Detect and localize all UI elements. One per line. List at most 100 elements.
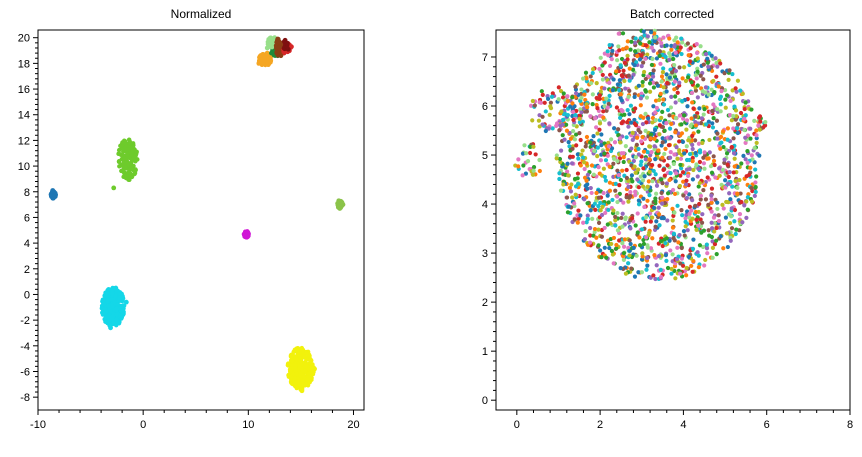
normalized-point — [305, 377, 310, 382]
batch-corrected-point — [657, 49, 663, 54]
batch-corrected-point — [605, 49, 610, 54]
batch-corrected-point — [752, 193, 757, 199]
batch-corrected-point — [710, 108, 715, 114]
batch-corrected-point — [619, 73, 624, 78]
batch-corrected-point — [657, 163, 662, 168]
batch-corrected-point — [725, 244, 730, 250]
batch-corrected-point — [743, 135, 748, 140]
batch-corrected-point — [723, 215, 729, 220]
batch-corrected-point — [613, 223, 618, 228]
batch-corrected-point — [737, 212, 743, 217]
batch-corrected-point — [628, 241, 633, 247]
normalized-point — [102, 292, 108, 298]
batch-corrected-point — [742, 203, 747, 208]
batch-corrected-point — [521, 163, 526, 168]
batch-corrected-point — [743, 100, 748, 105]
batch-corrected-point — [652, 144, 657, 149]
batch-corrected-point — [539, 89, 544, 94]
batch-corrected-point — [661, 66, 666, 71]
batch-corrected-point — [628, 226, 633, 231]
batch-corrected-point — [625, 108, 630, 113]
batch-corrected-point — [591, 172, 596, 177]
batch-corrected-point — [706, 119, 711, 124]
normalized-point — [276, 45, 282, 51]
normalized-point — [130, 148, 135, 153]
normalized-point — [121, 303, 126, 308]
batch-corrected-point — [630, 137, 635, 142]
batch-corrected-point — [663, 253, 668, 258]
batch-corrected-point — [665, 191, 671, 196]
batch-corrected-point — [631, 72, 636, 77]
batch-corrected-point — [629, 146, 634, 151]
normalized-point — [298, 358, 304, 364]
batch-corrected-point — [597, 121, 603, 126]
batch-corrected-point — [617, 156, 623, 161]
batch-corrected-point — [727, 169, 732, 175]
batch-corrected-point — [656, 205, 661, 210]
batch-corrected-point — [707, 150, 712, 155]
batch-corrected-point — [606, 207, 611, 213]
batch-corrected-point — [600, 204, 605, 210]
batch-corrected-point — [714, 252, 719, 257]
batch-corrected-point — [694, 50, 700, 56]
normalized-point — [286, 372, 291, 378]
batch-corrected-point — [644, 120, 649, 125]
batch-corrected-point — [752, 160, 757, 165]
batch-corrected-point — [645, 198, 650, 203]
batch-corrected-point — [614, 246, 619, 251]
batch-corrected-point — [611, 261, 616, 266]
batch-corrected-point — [570, 95, 575, 100]
batch-corrected-point — [627, 238, 632, 243]
normalized-point — [294, 371, 300, 377]
batch-corrected-point — [610, 252, 616, 257]
batch-corrected-point — [647, 89, 653, 94]
batch-corrected-point — [554, 121, 560, 126]
batch-corrected-point — [711, 158, 717, 164]
normalized-point — [106, 287, 111, 292]
batch-corrected-point — [733, 178, 738, 184]
batch-corrected-point — [599, 234, 605, 239]
batch-corrected-point — [556, 85, 561, 90]
batch-corrected-point — [629, 39, 634, 44]
batch-corrected-point — [574, 143, 579, 148]
batch-corrected-point — [649, 45, 654, 50]
batch-corrected-point — [624, 175, 630, 181]
normalized-ytick-label: -2 — [20, 315, 30, 327]
batch-corrected-point — [690, 100, 695, 105]
batch-corrected-point — [593, 207, 598, 212]
batch-corrected-point — [706, 228, 711, 233]
batch-corrected-point — [654, 56, 660, 61]
batch-corrected-point — [683, 78, 689, 84]
batch-corrected-point — [659, 190, 664, 196]
batch-corrected-point — [729, 226, 735, 231]
batch-corrected-point — [691, 237, 696, 242]
batch-corrected-point — [617, 238, 622, 243]
batch-corrected-point — [624, 195, 629, 200]
batch-corrected-point — [690, 133, 695, 138]
batch-corrected-point — [672, 210, 677, 215]
batch-corrected-point — [565, 169, 570, 174]
normalized-point — [52, 189, 57, 194]
batch-corrected-point — [629, 163, 634, 168]
batch-corrected-point — [727, 68, 732, 73]
batch-corrected-point — [674, 171, 679, 176]
normalized-point — [106, 303, 111, 309]
batch-corrected-point — [712, 221, 717, 226]
batch-corrected-point — [687, 211, 692, 216]
batch-corrected-point — [744, 215, 749, 220]
batch-corrected-ytick-label: 5 — [482, 150, 488, 162]
batch-corrected-point — [577, 116, 582, 121]
batch-corrected-point — [647, 211, 653, 216]
normalized-point — [105, 297, 110, 303]
batch-corrected-point — [731, 170, 736, 175]
batch-corrected-point — [636, 198, 641, 203]
batch-corrected-point — [742, 106, 747, 112]
batch-corrected-point — [675, 203, 680, 208]
batch-corrected-point — [720, 202, 725, 207]
batch-corrected-point — [678, 162, 683, 168]
batch-corrected-ytick-label: 3 — [482, 248, 488, 260]
batch-corrected-point — [705, 156, 710, 161]
batch-corrected-point — [618, 92, 623, 97]
batch-corrected-point — [695, 174, 700, 179]
batch-corrected-point — [585, 182, 590, 187]
